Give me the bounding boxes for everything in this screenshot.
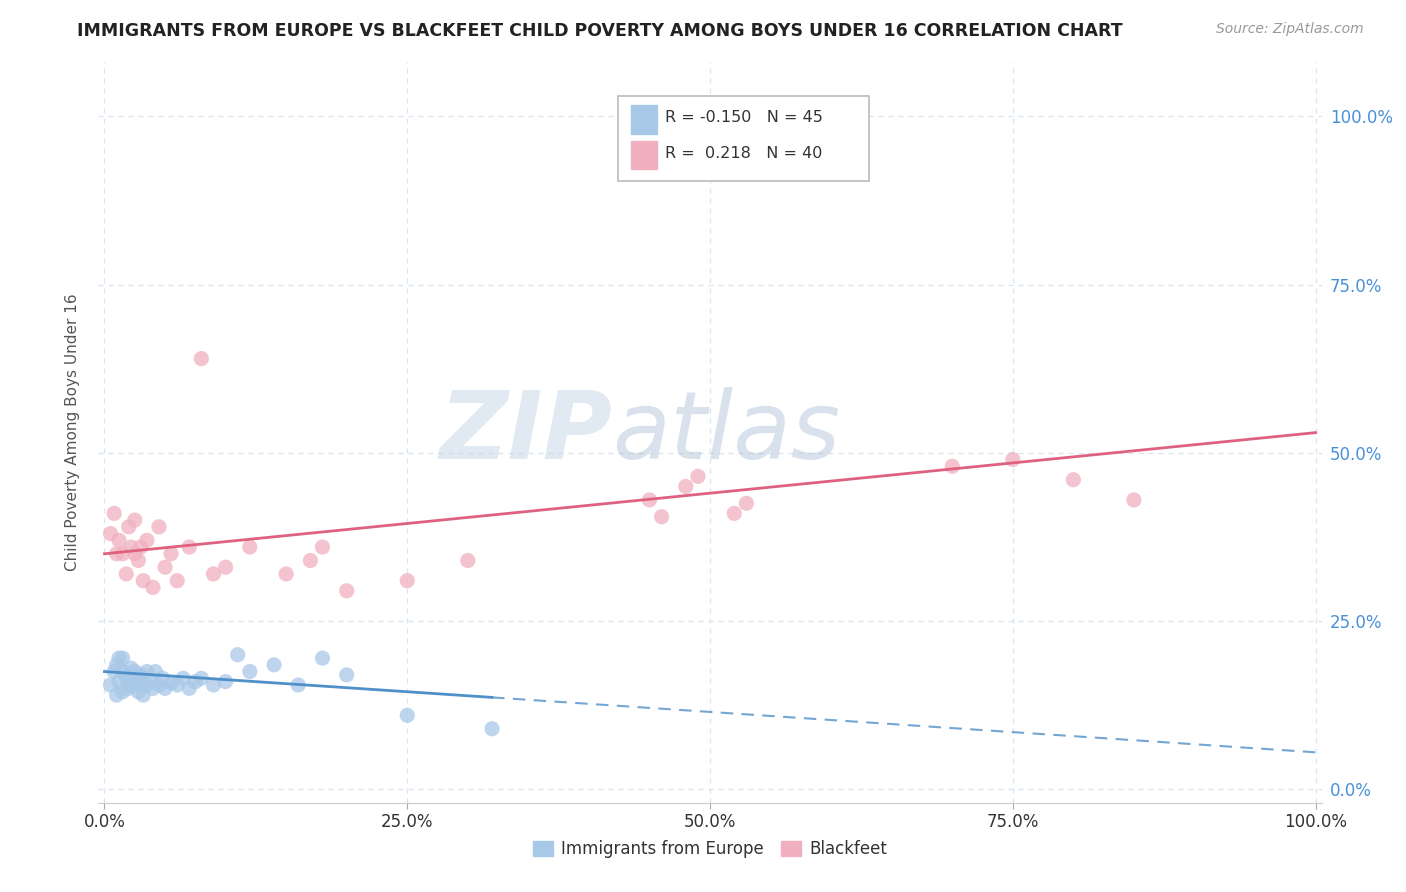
Point (287, 678, 309, 692)
Y-axis label: Child Poverty Among Boys Under 16: Child Poverty Among Boys Under 16 (65, 293, 80, 572)
Point (139, 674, 162, 689)
Point (457, 553, 479, 567)
Point (111, 547, 134, 561)
Text: IMMIGRANTS FROM EUROPE VS BLACKFEET CHILD POVERTY AMONG BOYS UNDER 16 CORRELATIO: IMMIGRANTS FROM EUROPE VS BLACKFEET CHIL… (77, 22, 1123, 40)
Point (152, 671, 174, 685)
Point (276, 566, 298, 581)
Point (735, 496, 758, 510)
Point (179, 681, 201, 696)
Point (124, 674, 146, 689)
Point (111, 651, 134, 665)
Text: R =  0.218   N = 40: R = 0.218 N = 40 (665, 146, 823, 161)
Point (132, 574, 155, 588)
Point (311, 651, 333, 665)
Point (115, 671, 138, 685)
Point (118, 668, 141, 682)
Point (336, 583, 359, 598)
Text: ZIP: ZIP (439, 386, 612, 479)
Point (129, 678, 152, 692)
Point (172, 671, 194, 685)
Point (118, 681, 141, 696)
Point (105, 657, 128, 672)
Point (651, 509, 673, 524)
Point (166, 574, 188, 588)
Point (127, 671, 149, 685)
Point (124, 547, 146, 561)
Point (214, 674, 236, 689)
Point (148, 678, 170, 692)
Point (129, 668, 152, 682)
Point (190, 671, 212, 685)
Point (686, 469, 709, 483)
Point (118, 520, 141, 534)
Point (100, 526, 122, 541)
Point (120, 661, 142, 675)
Point (124, 665, 146, 679)
Point (153, 681, 176, 696)
Point (115, 566, 138, 581)
Point (135, 665, 157, 679)
Point (160, 547, 183, 561)
Point (132, 688, 155, 702)
Point (214, 560, 236, 574)
Point (127, 685, 149, 699)
Point (202, 678, 225, 692)
Point (396, 708, 419, 723)
Point (143, 665, 166, 679)
Point (129, 540, 152, 554)
Point (239, 540, 262, 554)
Point (105, 547, 128, 561)
Point (299, 553, 322, 567)
Point (1122, 492, 1144, 507)
Point (941, 459, 963, 474)
Point (135, 678, 157, 692)
Point (108, 674, 131, 689)
Bar (630, 141, 658, 169)
Point (179, 540, 201, 554)
Point (166, 678, 188, 692)
Point (226, 648, 249, 662)
Point (100, 678, 122, 692)
Point (336, 668, 359, 682)
Point (396, 574, 419, 588)
Text: atlas: atlas (612, 387, 841, 478)
Text: Source: ZipAtlas.com: Source: ZipAtlas.com (1216, 22, 1364, 37)
Point (311, 540, 333, 554)
Point (111, 685, 134, 699)
Point (120, 540, 142, 554)
Point (202, 566, 225, 581)
Point (135, 533, 157, 548)
Point (120, 678, 142, 692)
Point (1062, 473, 1084, 487)
Legend: Immigrants from Europe, Blackfeet: Immigrants from Europe, Blackfeet (526, 833, 894, 865)
Point (184, 674, 207, 689)
Point (127, 553, 149, 567)
Point (481, 722, 503, 736)
Point (103, 665, 125, 679)
Point (148, 520, 170, 534)
Point (103, 507, 125, 521)
Point (239, 665, 262, 679)
Point (263, 657, 285, 672)
Point (153, 560, 176, 574)
Point (142, 681, 165, 696)
Bar (630, 105, 658, 134)
Point (160, 676, 183, 690)
Point (723, 507, 745, 521)
Point (105, 688, 128, 702)
Point (124, 513, 146, 527)
Point (675, 479, 697, 493)
Point (190, 351, 212, 366)
Point (142, 581, 165, 595)
FancyBboxPatch shape (619, 95, 869, 181)
Point (111, 665, 134, 679)
Point (1001, 452, 1024, 467)
Point (638, 492, 661, 507)
Point (108, 651, 131, 665)
Text: R = -0.150   N = 45: R = -0.150 N = 45 (665, 111, 823, 126)
Point (108, 533, 131, 548)
